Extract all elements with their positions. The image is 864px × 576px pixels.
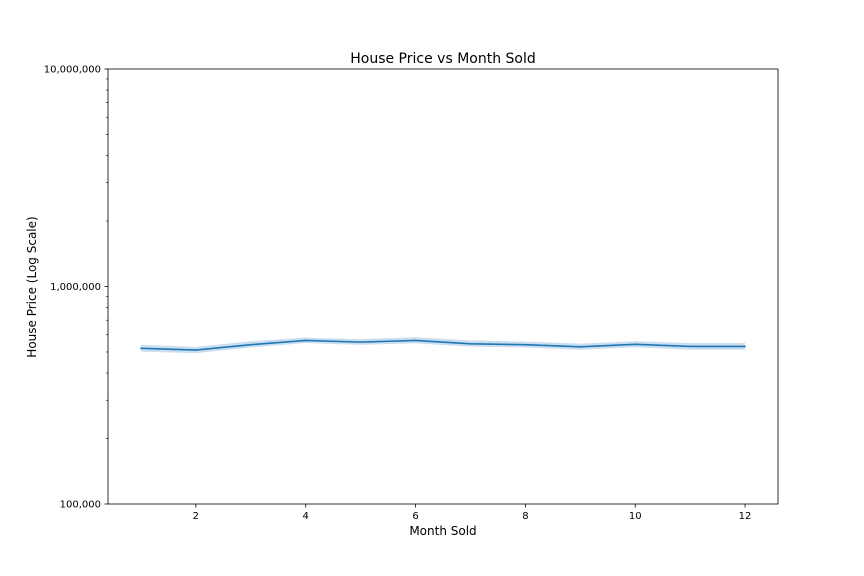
data-point [249,343,252,346]
series-line [140,339,746,351]
data-point [140,347,142,350]
data-point [304,339,307,342]
data-point [689,345,691,348]
x-tick-label: 6 [412,511,418,522]
x-tick-label: 8 [522,511,528,522]
x-tick-label: 10 [629,511,642,522]
axis-ticks: 2 4 6 8 10 12 100,000 1,000,000 10,000,000 [44,65,752,523]
y-tick-label: 1,000,000 [50,282,101,293]
data-point [634,343,637,346]
x-axis-label: Month Sold [409,524,476,538]
data-point [744,345,746,348]
plot-area [140,337,746,354]
y-tick-label: 10,000,000 [44,65,101,76]
y-axis-label: House Price (Log Scale) [25,216,39,357]
data-point [359,341,362,343]
data-point [195,349,197,351]
x-tick-label: 12 [739,511,752,522]
data-point [579,346,582,348]
chart-title: House Price vs Month Sold [350,51,536,67]
data-point [524,343,527,346]
x-tick-label: 4 [303,511,309,522]
data-point [414,339,417,342]
y-tick-label: 100,000 [60,500,101,511]
data-point [469,343,472,345]
x-tick-label: 2 [193,511,199,522]
